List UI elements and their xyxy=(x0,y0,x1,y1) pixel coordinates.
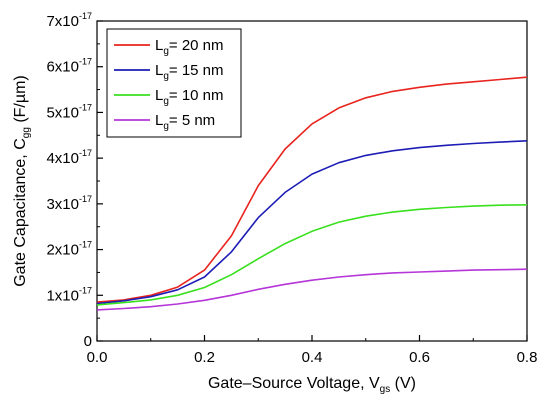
y-tick-label: 6x10-17 xyxy=(46,57,92,76)
x-axis: 0.0 0.2 0.4 0.6 0.8 xyxy=(87,335,538,366)
x-axis-title-unit: (V) xyxy=(390,375,416,392)
legend-label: Lg= 5 nm xyxy=(155,112,215,132)
y-tick-label: 0 xyxy=(84,333,92,350)
x-axis-title-main: Gate–Source Voltage, V xyxy=(208,375,380,392)
x-tick-label: 0.2 xyxy=(194,349,215,366)
y-axis-title-main: Gate Capacitance, C xyxy=(12,138,29,287)
series-line-4 xyxy=(96,268,528,311)
x-tick-label: 0.0 xyxy=(87,349,108,366)
legend-box xyxy=(106,28,242,138)
y-tick-label: 1x10-17 xyxy=(46,285,92,304)
y-axis-title-sub: gg xyxy=(21,127,32,138)
series-line-1 xyxy=(96,76,528,303)
x-tick-label: 0.8 xyxy=(517,349,538,366)
x-tick-label: 0.6 xyxy=(409,349,430,366)
legend-label: Lg= 10 nm xyxy=(155,87,224,107)
y-tick-label: 7x10-17 xyxy=(46,11,92,30)
y-tick-label: 3x10-17 xyxy=(46,194,92,213)
y-tick-label: 4x10-17 xyxy=(46,148,92,167)
y-tick-label: 5x10-17 xyxy=(46,102,92,121)
y-tick-label: 2x10-17 xyxy=(46,240,92,259)
series-line-2 xyxy=(96,140,528,305)
series-line-3 xyxy=(96,204,528,306)
x-axis-title-sub: gs xyxy=(380,384,391,395)
y-axis-title-unit: (F/µm) xyxy=(12,75,29,127)
x-axis-title: Gate–Source Voltage, Vgs (V) xyxy=(208,375,416,395)
legend: Lg= 20 nm Lg= 15 nm Lg= 10 nm Lg= 5 nm xyxy=(106,28,242,138)
x-tick-label: 0.4 xyxy=(302,349,323,366)
y-axis-title: Gate Capacitance, Cgg (F/µm) xyxy=(12,75,32,287)
legend-label: Lg= 20 nm xyxy=(155,37,224,57)
series-lines xyxy=(96,76,528,311)
y-axis: 0 1x10-17 2x10-17 3x10-17 4x10-17 5x10-17 6x10… xyxy=(46,11,103,350)
legend-label: Lg= 15 nm xyxy=(155,62,224,82)
